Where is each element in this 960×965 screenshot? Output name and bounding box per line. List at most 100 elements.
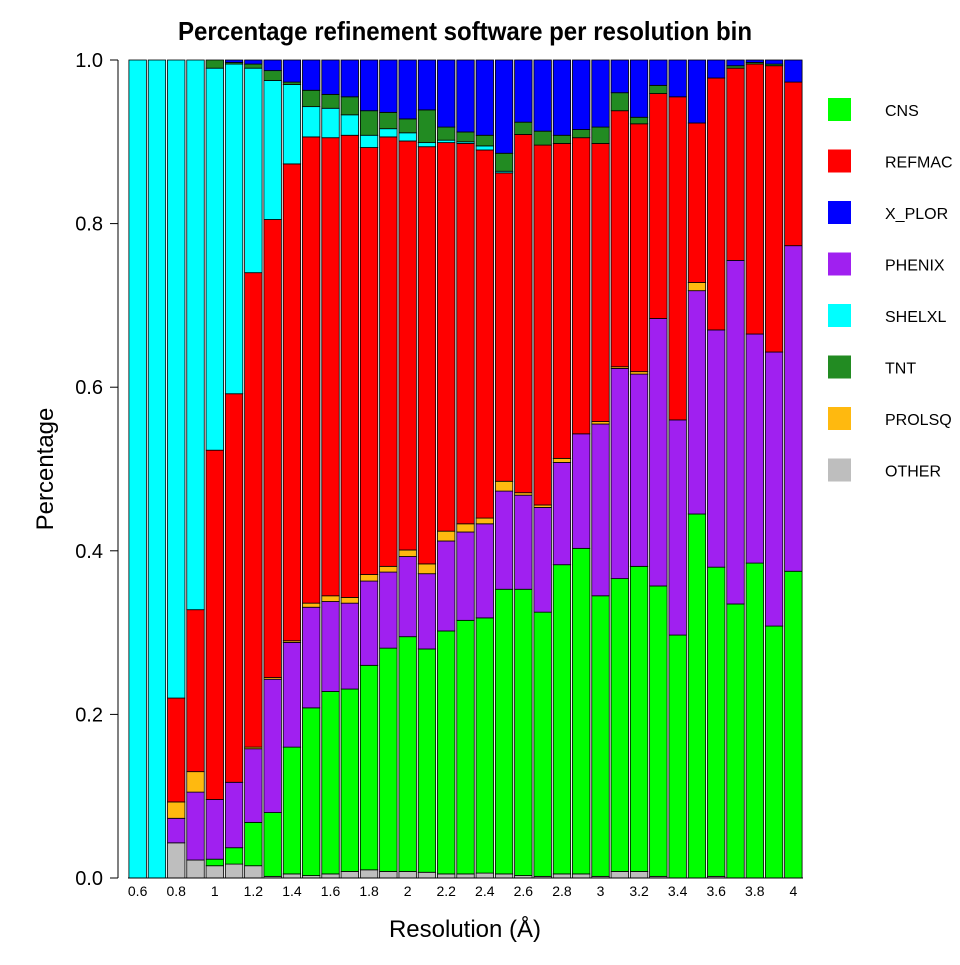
bar-stack-1.7 — [340, 59, 359, 879]
bar-segment-tnt — [244, 63, 263, 69]
legend: CNS REFMAC X_PLOR PHENIX SHELXL TNT PROLSQ OTHE… — [828, 98, 953, 482]
bar-segment-cns — [244, 821, 263, 867]
legend-item-x-plor: X_PLOR — [828, 201, 948, 224]
legend-swatch — [828, 407, 851, 430]
bar-segment-phenix — [514, 494, 533, 590]
x-tick-label: 3.4 — [668, 883, 688, 899]
legend-label: OTHER — [885, 464, 941, 481]
bar-segment-refmac — [282, 163, 302, 642]
bar-segment-other — [610, 871, 629, 879]
bar-segment-x-plor — [282, 59, 302, 83]
bar-segment-x-plor — [437, 59, 456, 128]
legend-label: SHELXL — [885, 309, 946, 326]
bar-segment-other — [456, 873, 475, 879]
bar-stack-2.2 — [437, 59, 456, 879]
bar-stack-3.0 — [591, 59, 610, 879]
bar-segment-other — [359, 869, 379, 879]
bar-segment-phenix — [359, 580, 379, 666]
bar-segment-refmac — [186, 609, 205, 773]
bar-segment-shelxl — [282, 84, 302, 165]
bar-segment-cns — [745, 562, 764, 879]
bar-segment-x-plor — [417, 59, 437, 111]
y-tick-label: 1.0 — [75, 50, 103, 72]
x-axis: 0.6 0.8 1 1.2 1.4 1.6 1.8 2 2.2 2.4 2.6 2.8 3 3.2 3.4 3… — [128, 877, 803, 899]
bar-segment-x-plor — [494, 59, 514, 154]
bar-segment-refmac — [572, 137, 591, 435]
legend-item-cns: CNS — [828, 98, 919, 121]
bar-segment-cns — [784, 570, 803, 879]
y-axis: 0.0 0.2 0.4 0.6 0.8 1.0 — [75, 50, 119, 890]
bar-segment-cns — [456, 619, 475, 875]
legend-swatch — [828, 355, 851, 379]
bar-segment-shelxl — [244, 67, 263, 274]
bar-segment-phenix — [437, 540, 456, 632]
bar-stack-2.7 — [533, 59, 552, 879]
bar-segment-cns — [726, 603, 745, 879]
bar-stack-2.6 — [514, 59, 533, 879]
bar-segment-tnt — [417, 109, 437, 144]
legend-item-other: OTHER — [828, 458, 941, 482]
bar-segment-refmac — [649, 93, 668, 319]
bar-segment-cns — [572, 547, 591, 875]
x-tick-label: 2.8 — [552, 883, 572, 899]
bar-stack-0.6 — [128, 59, 147, 879]
legend-label: CNS — [885, 103, 919, 120]
x-tick-label: 1.6 — [321, 883, 341, 899]
legend-swatch — [828, 98, 851, 121]
bar-stack-3.2 — [629, 59, 649, 879]
bar-segment-cns — [494, 588, 514, 875]
x-tick-label: 3.8 — [745, 883, 765, 899]
y-tick-label: 0.6 — [75, 377, 103, 399]
bar-segment-phenix — [552, 462, 572, 566]
bar-segment-cns — [475, 617, 494, 874]
bar-segment-prolsq — [552, 457, 572, 463]
bar-segment-prolsq — [398, 549, 417, 557]
bar-segment-x-plor — [340, 59, 359, 98]
bar-segment-refmac — [552, 143, 572, 459]
bar-segment-cns — [687, 513, 707, 879]
bar-segment-refmac — [398, 140, 417, 551]
bar-segment-x-plor — [610, 59, 629, 94]
bar-segment-shelxl — [147, 59, 167, 879]
legend-item-shelxl: SHELXL — [828, 304, 946, 327]
bar-segment-refmac — [379, 136, 398, 567]
bar-stack-1.0 — [205, 59, 224, 879]
bar-segment-phenix — [475, 523, 494, 619]
x-tick-label: 1.4 — [282, 883, 302, 899]
bar-segment-shelxl — [475, 145, 494, 151]
bar-segment-shelxl — [417, 142, 437, 148]
legend-label: REFMAC — [885, 155, 953, 172]
bar-segment-other — [340, 871, 359, 879]
bar-stack-4.0 — [784, 59, 803, 879]
bar-segment-refmac — [321, 137, 340, 597]
bar-segment-cns — [398, 636, 417, 872]
bar-segment-x-plor — [224, 59, 244, 63]
bar-segment-shelxl — [205, 67, 224, 451]
bar-segment-tnt — [591, 126, 610, 144]
bar-stack-3.8 — [745, 59, 764, 879]
bar-segment-phenix — [167, 817, 186, 844]
bar-segment-tnt — [514, 121, 533, 135]
bar-segment-tnt — [572, 129, 591, 139]
y-tick-label: 0.2 — [75, 704, 103, 726]
chart-title: Percentage refinement software per resol… — [178, 16, 752, 46]
bar-segment-cns — [707, 566, 726, 877]
bar-segment-tnt — [494, 152, 514, 172]
bar-segment-cns — [205, 858, 224, 867]
bar-segment-refmac — [417, 146, 437, 565]
bar-segment-tnt — [379, 111, 398, 130]
bar-segment-shelxl — [128, 59, 147, 879]
bar-stack-3.5 — [687, 59, 707, 879]
bar-segment-x-plor — [321, 59, 340, 95]
legend-swatch — [828, 458, 851, 482]
bar-segment-x-plor — [359, 59, 379, 112]
bar-segment-refmac — [784, 81, 803, 247]
x-tick-label: 0.8 — [166, 883, 186, 899]
bar-segment-refmac — [726, 67, 745, 261]
bar-segment-tnt — [321, 93, 340, 109]
bar-stack-0.8 — [167, 59, 186, 879]
x-tick-label: 3.6 — [706, 883, 726, 899]
bar-stack-3.3 — [649, 59, 668, 879]
bar-segment-cns — [302, 707, 321, 876]
bar-segment-shelxl — [167, 59, 186, 699]
